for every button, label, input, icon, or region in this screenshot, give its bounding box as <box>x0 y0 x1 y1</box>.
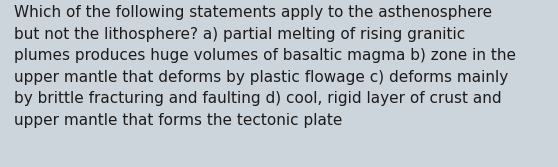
Text: Which of the following statements apply to the asthenosphere
but not the lithosp: Which of the following statements apply … <box>14 5 516 128</box>
